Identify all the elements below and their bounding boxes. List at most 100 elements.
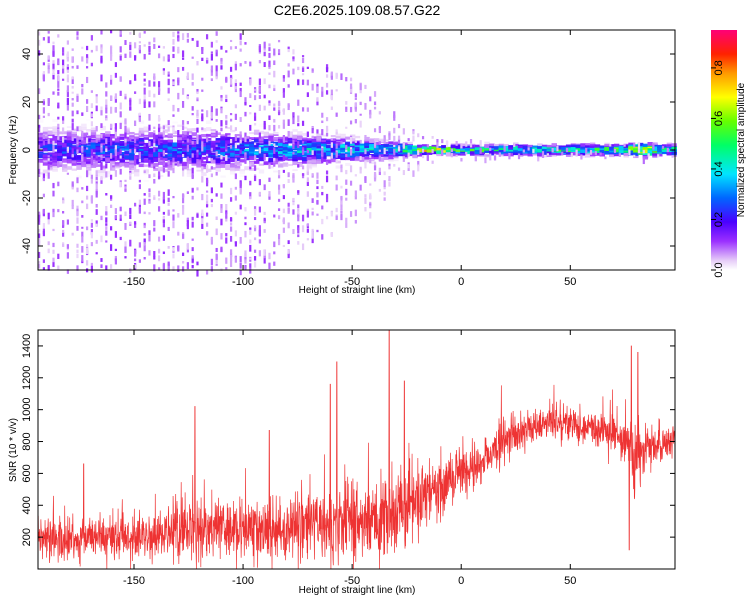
heatmap-cell: [62, 136, 65, 143]
heatmap-cell: [393, 142, 399, 146]
heatmap-cell: [229, 249, 233, 254]
heatmap-cell: [244, 152, 247, 156]
heatmap-cell: [325, 128, 329, 136]
heatmap-cell: [38, 251, 41, 259]
heatmap-cell: [47, 131, 53, 135]
heatmap-cell: [234, 134, 237, 142]
heatmap-cell: [345, 147, 351, 152]
heatmap-cell: [417, 150, 420, 156]
heatmap-cell: [129, 164, 135, 167]
heatmap-cell: [532, 149, 535, 153]
heatmap-cell: [369, 114, 372, 119]
heatmap-cell: [335, 160, 341, 164]
heatmap-cell: [258, 143, 265, 146]
heatmap-cell: [119, 218, 122, 221]
heatmap-cell: [258, 130, 265, 135]
heatmap-cell: [162, 124, 169, 128]
heatmap-cell: [258, 95, 261, 99]
heatmap-cell: [181, 88, 185, 95]
heatmap-cell: [71, 118, 74, 123]
heatmap-cell: [76, 31, 79, 36]
heatmap-cell: [239, 138, 242, 143]
heatmap-cell: [105, 148, 108, 152]
heatmap-cell: [114, 142, 121, 146]
heatmap-cell: [148, 164, 154, 168]
heatmap-cell: [580, 154, 583, 160]
heatmap-cell: [62, 150, 68, 154]
heatmap-cell: [186, 95, 189, 100]
heatmap-cell: [181, 126, 188, 129]
heatmap-cell: [244, 136, 247, 143]
heatmap-cell: [167, 161, 173, 166]
heatmap-cell: [129, 141, 135, 146]
heatmap-cell: [124, 150, 130, 155]
y-tick-label: 800: [21, 432, 33, 450]
heatmap-cell: [546, 146, 553, 149]
heatmap-cell: [292, 112, 295, 117]
heatmap-cell: [354, 106, 357, 110]
heatmap-cell: [191, 151, 197, 155]
heatmap-cell: [167, 157, 173, 160]
heatmap-cell: [95, 190, 98, 198]
heatmap-cell: [153, 163, 159, 167]
heatmap-cell: [114, 155, 117, 161]
heatmap-cell: [76, 149, 79, 154]
heatmap-cell: [354, 209, 357, 217]
heatmap-cell: [239, 151, 245, 155]
heatmap-cell: [196, 109, 199, 116]
heatmap-cell: [378, 141, 381, 145]
heatmap-cell: [57, 88, 60, 91]
heatmap-cell: [167, 264, 170, 272]
heatmap-cell: [282, 227, 285, 233]
heatmap-cell: [57, 158, 63, 162]
heatmap-cell: [561, 151, 564, 156]
heatmap-cell: [513, 152, 519, 155]
heatmap-cell: [287, 132, 293, 137]
heatmap-cell: [229, 138, 236, 143]
heatmap-cell: [181, 151, 188, 155]
heatmap-cell: [364, 156, 370, 160]
heatmap-cell: [143, 72, 146, 76]
heatmap-cell: [167, 148, 173, 152]
heatmap-cell: [354, 140, 357, 143]
heatmap-cell: [229, 156, 236, 159]
heatmap-cell: [153, 138, 159, 141]
heatmap-cell: [661, 144, 668, 147]
heatmap-cell: [157, 168, 164, 172]
heatmap-cell: [349, 156, 356, 160]
heatmap-cell: [325, 138, 332, 142]
heatmap-cell: [148, 46, 151, 51]
heatmap-cell: [585, 147, 591, 150]
heatmap-cell: [196, 139, 199, 145]
heatmap-cell: [81, 187, 84, 190]
heatmap-cell: [292, 152, 298, 156]
heatmap-cell: [181, 101, 185, 108]
heatmap-cell: [66, 166, 73, 170]
heatmap-cell: [100, 215, 103, 221]
heatmap-cell: [244, 97, 247, 105]
heatmap-cell: [76, 158, 82, 163]
heatmap-cell: [325, 198, 329, 203]
heatmap-cell: [589, 143, 596, 147]
heatmap-cell: [340, 157, 346, 160]
heatmap-cell: [52, 68, 55, 71]
heatmap-cell: [253, 256, 257, 261]
heatmap-cell: [532, 145, 538, 150]
heatmap-cell: [186, 156, 189, 161]
heatmap-cell: [148, 142, 154, 147]
heatmap-cell: [157, 88, 161, 95]
heatmap-cell: [119, 146, 125, 149]
heatmap-cell: [258, 78, 261, 86]
heatmap-cell: [225, 127, 231, 129]
heatmap-cell: [541, 151, 545, 158]
heatmap-cell: [263, 120, 266, 125]
heatmap-cell: [205, 212, 209, 217]
heatmap-cell: [191, 73, 194, 80]
heatmap-cell: [196, 147, 202, 151]
heatmap-cell: [441, 139, 444, 144]
heatmap-cell: [62, 143, 68, 148]
heatmap-cell: [100, 171, 106, 176]
heatmap-cell: [244, 42, 247, 45]
heatmap-cell: [354, 146, 361, 150]
heatmap-cell: [95, 147, 101, 151]
